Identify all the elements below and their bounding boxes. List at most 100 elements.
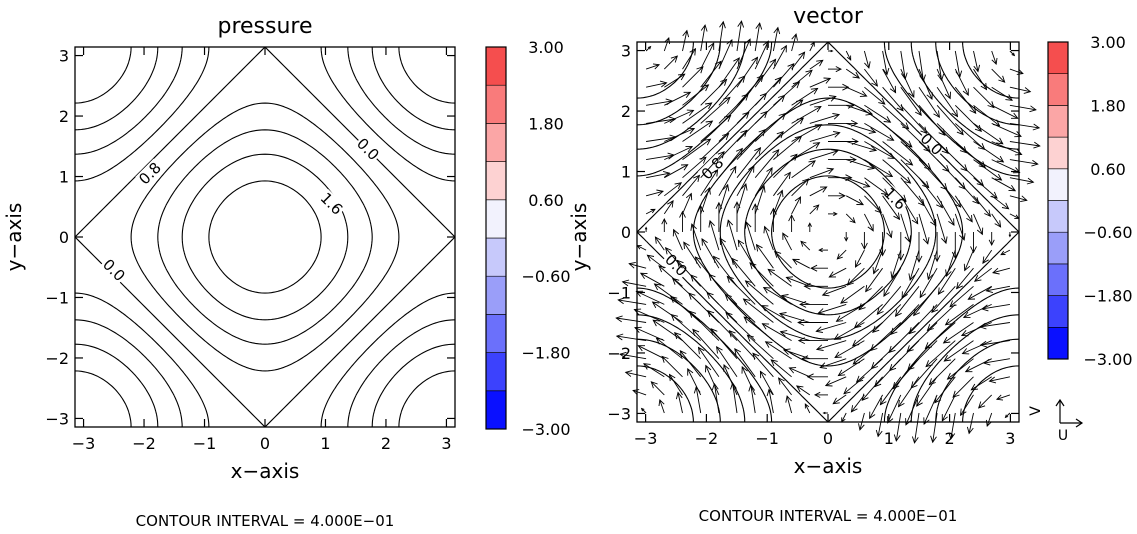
vector-arrow <box>719 238 738 269</box>
vector-arrowhead <box>693 174 701 183</box>
x-tick-label: 1 <box>884 429 894 448</box>
vector-arrow <box>1009 104 1036 111</box>
vector-arrow <box>754 23 761 52</box>
vector-arrows <box>615 20 1041 444</box>
vector-arrowhead <box>690 274 698 282</box>
vector-arrow <box>618 299 647 305</box>
vector-arrow <box>756 244 774 269</box>
vector-arrowhead <box>879 249 887 257</box>
vector-arrow <box>718 21 724 52</box>
vector-arrowhead <box>764 341 773 348</box>
vector-arrow <box>900 141 932 170</box>
vector-arrowhead <box>977 401 986 409</box>
vector-arrow <box>682 120 713 142</box>
vector-arrowhead <box>708 219 715 228</box>
vector-arrowhead <box>867 163 876 170</box>
vector-arrow <box>822 285 847 296</box>
vector-arrowhead <box>852 357 860 365</box>
vector-arrowhead <box>886 230 893 239</box>
vector-arrowhead <box>888 345 896 354</box>
vector-arrowhead <box>822 411 826 415</box>
vector-arrowhead <box>671 277 680 285</box>
vector-arrowhead <box>991 57 998 66</box>
vector-arrowhead <box>916 399 923 407</box>
vector-arrow <box>743 316 774 341</box>
vector-arrow <box>646 136 677 142</box>
vector-arrow <box>632 389 647 396</box>
vector-arrowhead <box>777 377 785 385</box>
contour-line <box>744 148 912 316</box>
vector-arrow <box>791 142 820 160</box>
vector-arrow <box>949 285 974 308</box>
vector-arrow <box>782 232 792 251</box>
vector-arrowhead <box>903 176 912 184</box>
vector-arrowhead <box>1020 195 1028 203</box>
vector-arrow <box>883 267 902 297</box>
vector-arrowhead <box>928 378 936 386</box>
pressure-footer: CONTOUR INTERVAL = 4.000E−01 <box>136 512 395 530</box>
vector-arrowhead <box>836 253 843 260</box>
vector-arrow <box>809 77 831 88</box>
vector-arrowhead <box>728 329 736 338</box>
vector-arrow <box>986 285 1010 292</box>
vector-arrowhead <box>922 237 930 245</box>
vector-arrowhead <box>617 297 625 305</box>
vector-arrow <box>743 298 774 323</box>
vector-arrowhead <box>773 250 782 258</box>
vector-arrowhead <box>865 284 872 293</box>
vector-arrow <box>891 249 902 279</box>
colorbar-tick-label: 3.00 <box>1090 33 1126 52</box>
vector-arrowhead <box>840 296 848 304</box>
vector-arrow <box>861 376 883 401</box>
vector-arrow <box>925 340 956 367</box>
vector-arrow <box>698 347 720 378</box>
colorbar-segment <box>485 352 507 392</box>
vector-arrow <box>682 48 696 70</box>
vector-arrow <box>809 114 840 124</box>
vector-arrowhead <box>679 210 686 218</box>
vector-arrow <box>840 285 865 304</box>
vector-arrow <box>818 303 847 314</box>
vector-arrow <box>718 39 733 70</box>
vector-arrowhead <box>731 257 739 266</box>
vector-arrow <box>736 129 766 160</box>
vector-arrow <box>792 258 811 269</box>
vector-arrow <box>1009 122 1040 129</box>
vector-arrowhead <box>662 170 671 178</box>
vector-arrowhead <box>924 163 932 171</box>
vector-arrow <box>936 105 964 135</box>
vector-arrow <box>991 104 1018 119</box>
vector-arrowhead <box>778 312 787 319</box>
y-tick-label: 0 <box>621 223 631 242</box>
vector-arrow <box>846 159 875 169</box>
vector-arrow <box>643 363 665 378</box>
vector-arrowhead <box>992 267 1000 275</box>
x-tick-label: −2 <box>132 434 156 453</box>
vector-arrow <box>919 267 938 298</box>
vector-arrowhead <box>722 132 730 141</box>
vector-arrowhead <box>900 72 908 81</box>
vector-arrowhead <box>897 253 905 261</box>
vector-arrow <box>647 254 665 269</box>
pressure-contour-labels: 0.00.81.60.0 <box>98 134 383 286</box>
vector-arrowhead <box>624 370 633 377</box>
vector-arrow <box>679 350 702 378</box>
vector-arrow <box>974 267 992 282</box>
vector-arrowhead <box>828 271 837 278</box>
vector-arrowhead <box>813 204 820 211</box>
vector-arrowhead <box>926 272 934 281</box>
vector-arrow <box>979 322 1010 328</box>
vector-arrow <box>895 412 902 441</box>
vector-arrowhead <box>855 260 862 268</box>
vector-arrow <box>954 50 961 78</box>
contour-label-bg <box>916 129 947 160</box>
vector-arrowhead <box>931 305 939 314</box>
vector-arrowhead <box>829 95 837 102</box>
vector-arrowhead <box>1001 202 1010 210</box>
vector-arrowhead <box>782 348 791 355</box>
vector-arrowhead <box>959 146 968 154</box>
y-tick-label: 1 <box>621 163 631 182</box>
vector-arrowhead <box>959 408 967 417</box>
vector-arrowhead <box>791 33 798 41</box>
vector-arrowhead <box>830 49 834 53</box>
